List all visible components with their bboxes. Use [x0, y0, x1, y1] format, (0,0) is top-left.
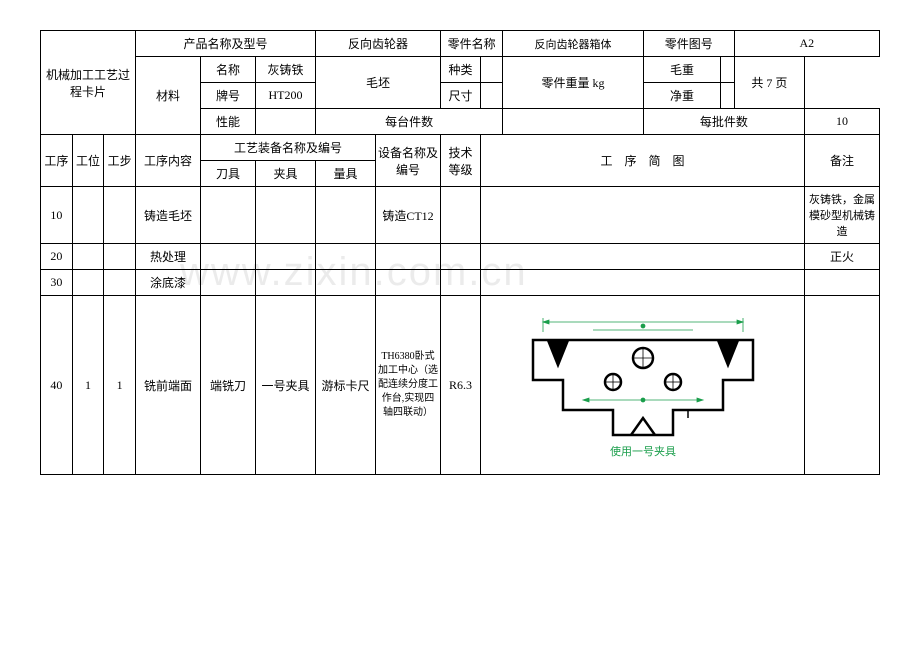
net-value: [721, 83, 734, 109]
part-name-value: 反向齿轮器箱体: [503, 31, 644, 57]
part-name-label: 零件名称: [441, 31, 503, 57]
col-step: 工步: [104, 135, 136, 187]
cell-device: TH6380卧式加工中心（选配连续分度工作台,实现四轴四联动）: [376, 296, 441, 475]
grade-label: 牌号: [201, 83, 256, 109]
cell-fixture: [256, 270, 316, 296]
table-row: 20 热处理 正火: [41, 244, 880, 270]
cell-cutter: [201, 270, 256, 296]
size-label: 尺寸: [441, 83, 481, 109]
per-set-label: 每台件数: [316, 109, 503, 135]
col-device: 设备名称及编号: [376, 135, 441, 187]
cell-seq: 40: [41, 296, 73, 475]
cell-gauge: [316, 187, 376, 244]
cell-remark: [805, 296, 880, 475]
doc-title: 机械加工工艺过程卡片: [41, 31, 136, 135]
cell-gauge: [316, 270, 376, 296]
cell-remark: [805, 270, 880, 296]
part-drawing-value: A2: [734, 31, 879, 57]
gross-value: [721, 57, 734, 83]
per-batch-label: 每批件数: [643, 109, 804, 135]
table-row: 30 涂底漆: [41, 270, 880, 296]
cell-sketch: [481, 244, 805, 270]
col-tech-grade: 技术等级: [441, 135, 481, 187]
cell-sketch: [481, 270, 805, 296]
col-cutter: 刀具: [201, 161, 256, 187]
cell-gauge: [316, 244, 376, 270]
type-value: [481, 57, 503, 83]
cell-tech-grade: R6.3: [441, 296, 481, 475]
per-set-value: [503, 109, 644, 135]
part-diagram: 使用一号夹具: [513, 310, 773, 460]
pages-label: 共 7 页: [734, 57, 804, 109]
cell-device: [376, 244, 441, 270]
cell-remark: 正火: [805, 244, 880, 270]
cell-step: [104, 244, 136, 270]
table-row: 40 1 1 铣前端面 端铣刀 一号夹具 游标卡尺 TH6380卧式加工中心（选…: [41, 296, 880, 475]
perf-label: 性能: [201, 109, 256, 135]
cell-device: [376, 270, 441, 296]
weight-label: 零件重量 kg: [503, 57, 644, 109]
cell-seq: 20: [41, 244, 73, 270]
cell-content: 铸造毛坯: [136, 187, 201, 244]
part-drawing-label: 零件图号: [643, 31, 734, 57]
cell-sketch: 使用一号夹具: [481, 296, 805, 475]
grade-value: HT200: [256, 83, 316, 109]
material-label: 材料: [136, 57, 201, 135]
col-equip-group: 工艺装备名称及编号: [201, 135, 376, 161]
cell-content: 涂底漆: [136, 270, 201, 296]
cell-pos: [72, 270, 104, 296]
cell-remark: 灰铸铁，金属模砂型机械铸造: [805, 187, 880, 244]
cell-tech-grade: [441, 187, 481, 244]
type-label: 种类: [441, 57, 481, 83]
net-label: 净重: [643, 83, 720, 109]
cell-cutter: 端铣刀: [201, 296, 256, 475]
cell-sketch: [481, 187, 805, 244]
table-row: 10 铸造毛坯 铸造CT12 灰铸铁，金属模砂型机械铸造: [41, 187, 880, 244]
cell-cutter: [201, 244, 256, 270]
perf-value: [256, 109, 316, 135]
col-remark: 备注: [805, 135, 880, 187]
col-fixture: 夹具: [256, 161, 316, 187]
product-name-label: 产品名称及型号: [136, 31, 316, 57]
col-gauge: 量具: [316, 161, 376, 187]
col-pos: 工位: [72, 135, 104, 187]
cell-fixture: [256, 244, 316, 270]
size-value: [481, 83, 503, 109]
cell-pos: [72, 187, 104, 244]
cell-tech-grade: [441, 244, 481, 270]
cell-pos: [72, 244, 104, 270]
product-name-value: 反向齿轮器: [316, 31, 441, 57]
col-seq: 工序: [41, 135, 73, 187]
cell-fixture: 一号夹具: [256, 296, 316, 475]
cell-content: 铣前端面: [136, 296, 201, 475]
cell-step: [104, 270, 136, 296]
cell-seq: 10: [41, 187, 73, 244]
cell-gauge: 游标卡尺: [316, 296, 376, 475]
name-label: 名称: [201, 57, 256, 83]
process-card-table: 机械加工工艺过程卡片 产品名称及型号 反向齿轮器 零件名称 反向齿轮器箱体 零件…: [40, 30, 880, 475]
cell-seq: 30: [41, 270, 73, 296]
cell-cutter: [201, 187, 256, 244]
per-batch-value: 10: [805, 109, 880, 135]
cell-content: 热处理: [136, 244, 201, 270]
cell-device: 铸造CT12: [376, 187, 441, 244]
cell-fixture: [256, 187, 316, 244]
cell-pos: 1: [72, 296, 104, 475]
cell-step: 1: [104, 296, 136, 475]
blank-label: 毛坯: [316, 57, 441, 109]
cell-step: [104, 187, 136, 244]
diagram-caption: 使用一号夹具: [610, 445, 676, 458]
cell-tech-grade: [441, 270, 481, 296]
name-value: 灰铸铁: [256, 57, 316, 83]
gross-label: 毛重: [643, 57, 720, 83]
col-sketch: 工 序 简 图: [481, 135, 805, 187]
col-content: 工序内容: [136, 135, 201, 187]
